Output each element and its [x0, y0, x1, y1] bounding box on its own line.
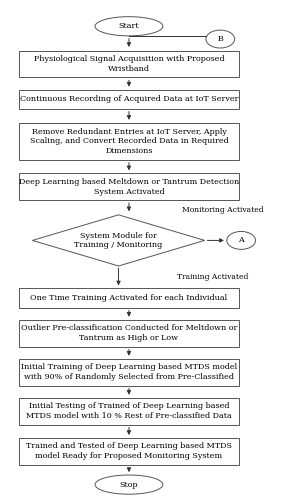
FancyBboxPatch shape	[19, 174, 239, 200]
Text: Initial Training of Deep Learning based MTDS model
with 90% of Randomly Selected: Initial Training of Deep Learning based …	[21, 363, 237, 381]
Text: Initial Testing of Trained of Deep Learning based
MTDS model with 10 % Rest of P: Initial Testing of Trained of Deep Learn…	[26, 402, 232, 420]
FancyBboxPatch shape	[19, 50, 239, 78]
FancyBboxPatch shape	[19, 90, 239, 108]
Text: A: A	[238, 236, 244, 244]
Text: Start: Start	[119, 22, 139, 30]
Text: System Module for
Training / Monitoring: System Module for Training / Monitoring	[74, 232, 163, 250]
FancyBboxPatch shape	[19, 398, 239, 424]
Text: Remove Redundant Entries at IoT Server, Apply
Scaling, and Convert Recorded Data: Remove Redundant Entries at IoT Server, …	[30, 128, 228, 155]
Text: Physiological Signal Acquisition with Proposed
Wristband: Physiological Signal Acquisition with Pr…	[34, 55, 224, 73]
Text: Deep Learning based Meltdown or Tantrum Detection
System Activated: Deep Learning based Meltdown or Tantrum …	[19, 178, 239, 196]
Ellipse shape	[206, 30, 235, 48]
FancyBboxPatch shape	[19, 358, 239, 386]
Text: B: B	[217, 35, 223, 43]
Text: Outlier Pre-classification Conducted for Meltdown or
Tantrum as High or Low: Outlier Pre-classification Conducted for…	[21, 324, 237, 342]
Text: Monitoring Activated: Monitoring Activated	[182, 206, 264, 214]
Text: One Time Training Activated for each Individual: One Time Training Activated for each Ind…	[30, 294, 228, 302]
Ellipse shape	[227, 232, 255, 250]
FancyBboxPatch shape	[19, 438, 239, 465]
FancyBboxPatch shape	[19, 288, 239, 308]
Text: Training Activated: Training Activated	[177, 274, 248, 281]
FancyBboxPatch shape	[19, 320, 239, 346]
Ellipse shape	[95, 16, 163, 36]
Text: Continuous Recording of Acquired Data at IoT Server: Continuous Recording of Acquired Data at…	[20, 95, 238, 103]
Text: Trained and Tested of Deep Learning based MTDS
model Ready for Proposed Monitori: Trained and Tested of Deep Learning base…	[26, 442, 232, 460]
Text: Stop: Stop	[120, 480, 138, 488]
FancyBboxPatch shape	[19, 123, 239, 160]
Ellipse shape	[95, 475, 163, 494]
Polygon shape	[32, 215, 205, 266]
